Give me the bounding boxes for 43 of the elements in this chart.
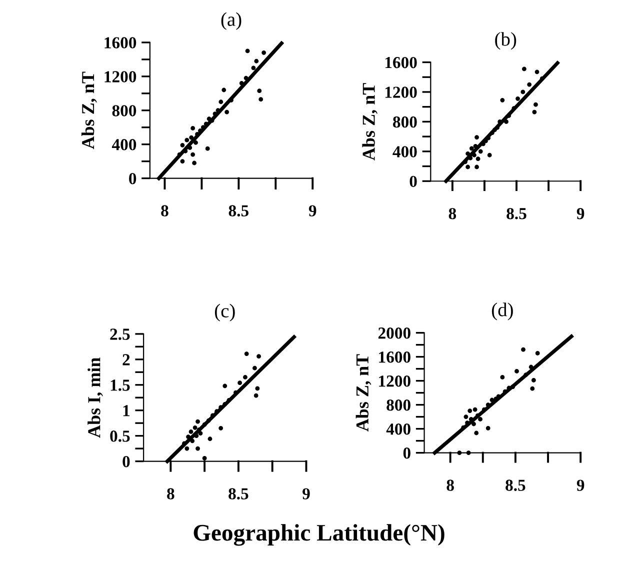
y-tick-label: 2.5 bbox=[110, 328, 130, 340]
y-tick-label: 2 bbox=[122, 354, 130, 366]
x-tick-label: 8.5 bbox=[506, 208, 526, 220]
y-tick-label: 0 bbox=[410, 176, 417, 188]
x-tick-label: 8 bbox=[448, 208, 456, 220]
y-tick-label: 0 bbox=[122, 456, 130, 468]
chart-title: (a) bbox=[221, 12, 242, 30]
y-tick-label: 800 bbox=[386, 400, 410, 411]
y-axis-title: Abs I, min bbox=[88, 358, 103, 438]
y-tick-label: 1600 bbox=[385, 56, 417, 68]
chart-title: (c) bbox=[214, 304, 235, 322]
y-tick-label: 1200 bbox=[379, 376, 410, 387]
y-tick-label: 0.5 bbox=[110, 430, 130, 442]
x-tick-label: 9 bbox=[302, 488, 310, 500]
y-tick-label: 0 bbox=[129, 172, 136, 184]
x-tick-label: 8.5 bbox=[506, 480, 526, 491]
x-tick-label: 8.5 bbox=[228, 488, 248, 500]
y-tick-label: 1200 bbox=[104, 71, 136, 82]
y-tick-label: 400 bbox=[112, 139, 136, 150]
y-tick-label: 1.5 bbox=[110, 380, 130, 391]
y-axis-title: Abs Z, nT bbox=[362, 83, 378, 160]
y-tick-label: 400 bbox=[392, 146, 417, 158]
y-tick-label: 1200 bbox=[385, 86, 417, 98]
chart-title: (b) bbox=[495, 32, 516, 50]
x-tick-label: 8 bbox=[161, 205, 168, 216]
y-axis-title: Abs Z, nT bbox=[356, 354, 372, 432]
x-tick-label: 9 bbox=[576, 480, 584, 491]
x-tick-label: 8 bbox=[167, 488, 174, 500]
y-tick-label: 1600 bbox=[379, 352, 410, 363]
x-tick-label: 9 bbox=[576, 208, 584, 220]
y-tick-label: 400 bbox=[386, 424, 410, 435]
y-tick-label: 1 bbox=[123, 405, 130, 416]
y-tick-label: 800 bbox=[112, 105, 136, 116]
y-tick-label: 0 bbox=[403, 448, 410, 459]
x-axis-title: Geographic Latitude(°N) bbox=[194, 524, 444, 546]
chart-title: (d) bbox=[492, 302, 513, 320]
y-axis-title: Abs Z, nT bbox=[81, 72, 97, 150]
x-tick-label: 8.5 bbox=[228, 205, 248, 216]
y-tick-label: 2000 bbox=[378, 328, 410, 339]
y-tick-label: 1600 bbox=[104, 37, 136, 48]
x-tick-label: 9 bbox=[308, 205, 316, 216]
x-tick-label: 8 bbox=[446, 480, 454, 491]
y-tick-label: 800 bbox=[393, 116, 417, 128]
